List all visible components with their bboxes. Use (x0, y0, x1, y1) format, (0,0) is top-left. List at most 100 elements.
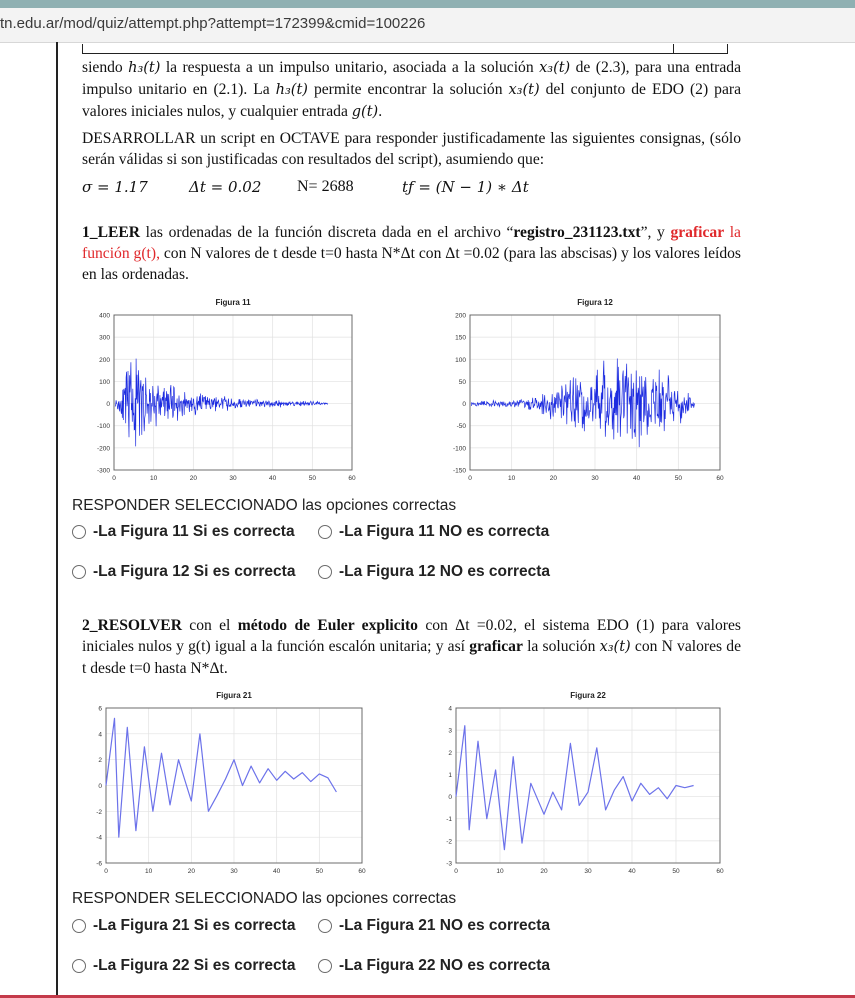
radio-icon[interactable] (72, 919, 86, 933)
x-tick-label: 40 (633, 475, 641, 482)
option-label[interactable]: -La Figura 22 Si es correcta (93, 957, 296, 974)
table-edge (82, 44, 728, 54)
text-run: h₃(t) (128, 60, 161, 76)
figure-title: Figura 21 (216, 691, 252, 700)
x-tick-label: 0 (454, 868, 458, 875)
x-tick-label: 50 (309, 475, 317, 482)
text-run: con el (181, 617, 238, 634)
option-label[interactable]: -La Figura 21 Si es correcta (93, 917, 296, 934)
plot-border (469, 314, 721, 471)
option-label[interactable]: -La Figura 12 Si es correcta (93, 563, 296, 580)
option-fig11-yes[interactable]: -La Figura 11 Si es correcta (72, 523, 295, 541)
figure-title: Figura 22 (570, 691, 606, 700)
question-2-instructions: RESPONDER SELECCIONADO las opciones corr… (72, 890, 456, 908)
figure-21: Figura 21 6 4 2 0 -2 -4 -6 0 10 20 30 40 50 60 (82, 688, 372, 878)
y-tick-label: 0 (98, 783, 102, 790)
content-left-border (56, 42, 58, 995)
y-tick-label: 200 (455, 313, 466, 320)
option-label[interactable]: -La Figura 21 NO es correcta (339, 917, 551, 934)
option-fig12-no[interactable]: -La Figura 12 NO es correcta (318, 563, 550, 581)
x-tick-label: 10 (496, 868, 504, 875)
radio-icon[interactable] (72, 565, 86, 579)
param-tf: tƒ = (N − 1) ∗ Δt (402, 178, 529, 196)
address-bar[interactable]: tn.edu.ar/mod/quiz/attempt.php?attempt=1… (0, 8, 855, 43)
radio-icon[interactable] (318, 565, 332, 579)
figure-title: Figura 12 (577, 298, 613, 307)
param-n: N= 2688 (297, 178, 354, 195)
option-fig21-no[interactable]: -La Figura 21 NO es correcta (318, 917, 550, 935)
y-tick-label: 150 (455, 335, 466, 342)
text-run: x₃(t) (508, 82, 540, 98)
text-run: de (2.3), para una entrada impulso unita… (82, 59, 741, 98)
page-bottom-border (0, 995, 855, 998)
option-fig22-yes[interactable]: -La Figura 22 Si es correcta (72, 957, 295, 975)
x-tick-label: 40 (269, 475, 277, 482)
y-tick-label: -3 (446, 861, 452, 868)
address-url[interactable]: tn.edu.ar/mod/quiz/attempt.php?attempt=1… (0, 15, 426, 32)
y-tick-label: 2 (98, 757, 102, 764)
y-tick-label: 4 (98, 731, 102, 738)
x-tick-label: 10 (150, 475, 158, 482)
text-run: método de Euler explicito (237, 617, 418, 634)
y-tick-label: 300 (99, 335, 110, 342)
response-line (455, 725, 694, 851)
option-label[interactable]: -La Figura 22 NO es correcta (339, 957, 551, 974)
text-run: las ordenadas de la función discreta dad… (140, 224, 514, 241)
y-tick-label: -100 (453, 445, 466, 452)
y-tick-label: -2 (446, 838, 452, 845)
y-tick-label: -100 (97, 423, 110, 430)
x-tick-label: 60 (716, 475, 724, 482)
parameters-row: σ = 1.17 Δt = 0.02 N= 2688 tƒ = (N − 1) … (82, 178, 682, 200)
radio-icon[interactable] (72, 959, 86, 973)
x-tick-label: 50 (675, 475, 683, 482)
x-tick-label: 30 (230, 868, 238, 875)
x-tick-label: 60 (348, 475, 356, 482)
figure-22: Figura 22 4 3 2 1 0 -1 -2 -3 0 10 20 30 40 50 60 (440, 688, 730, 878)
y-tick-label: -4 (96, 835, 102, 842)
window-top-stripe (0, 0, 855, 8)
y-tick-label: -150 (453, 468, 466, 475)
signal-line (114, 358, 328, 447)
radio-icon[interactable] (318, 525, 332, 539)
paragraph-develop: DESARROLLAR un script en OCTAVE para res… (82, 130, 741, 168)
x-tick-label: 50 (672, 868, 680, 875)
text-run: con N valores de t desde t=0 hasta N*Δt. (82, 638, 741, 677)
option-label[interactable]: -La Figura 11 Si es correcta (93, 523, 295, 540)
option-fig21-yes[interactable]: -La Figura 21 Si es correcta (72, 917, 295, 935)
y-tick-label: 4 (448, 706, 452, 713)
text-run: del conjunto de EDO (2) para valores ini… (82, 81, 741, 120)
y-tick-label: 50 (459, 379, 467, 386)
radio-icon[interactable] (318, 959, 332, 973)
x-tick-label: 20 (540, 868, 548, 875)
text-run: la solución (522, 638, 600, 655)
text-run: g(t) (351, 104, 379, 120)
option-fig22-no[interactable]: -La Figura 22 NO es correcta (318, 957, 550, 975)
y-tick-label: 0 (106, 401, 110, 408)
question-1-header-text: RESPONDER SELECCIONADO las opciones corr… (72, 497, 457, 514)
option-label[interactable]: -La Figura 12 NO es correcta (339, 563, 551, 580)
text-run: con N valores de t desde t=0 hasta N*Δt … (82, 245, 741, 283)
y-tick-label: -50 (457, 423, 467, 430)
option-label[interactable]: -La Figura 11 NO es correcta (339, 523, 550, 540)
text-run: 1_LEER (82, 224, 141, 241)
text-run: la respuesta a un impulso unitario, asoc… (160, 59, 540, 76)
x-tick-label: 0 (468, 475, 472, 482)
option-fig12-yes[interactable]: -La Figura 12 Si es correcta (72, 563, 295, 581)
table-edge-tick (673, 44, 675, 53)
response-line (105, 717, 337, 838)
text-run: x₃(t) (539, 60, 571, 76)
question-2-statement: 2_RESOLVER con el método de Euler explic… (82, 615, 741, 679)
x-tick-label: 10 (145, 868, 153, 875)
question-1-instructions: RESPONDER SELECCIONADO las opciones corr… (72, 497, 456, 515)
y-tick-label: -300 (97, 468, 110, 475)
radio-icon[interactable] (72, 525, 86, 539)
option-fig11-no[interactable]: -La Figura 11 NO es correcta (318, 523, 549, 541)
y-tick-label: -6 (96, 861, 102, 868)
radio-icon[interactable] (318, 919, 332, 933)
y-tick-label: 0 (448, 794, 452, 801)
y-tick-label: -1 (446, 816, 452, 823)
x-tick-label: 20 (550, 475, 558, 482)
text-run: h₃(t) (275, 82, 308, 98)
y-tick-label: 100 (455, 357, 466, 364)
x-tick-label: 50 (316, 868, 324, 875)
